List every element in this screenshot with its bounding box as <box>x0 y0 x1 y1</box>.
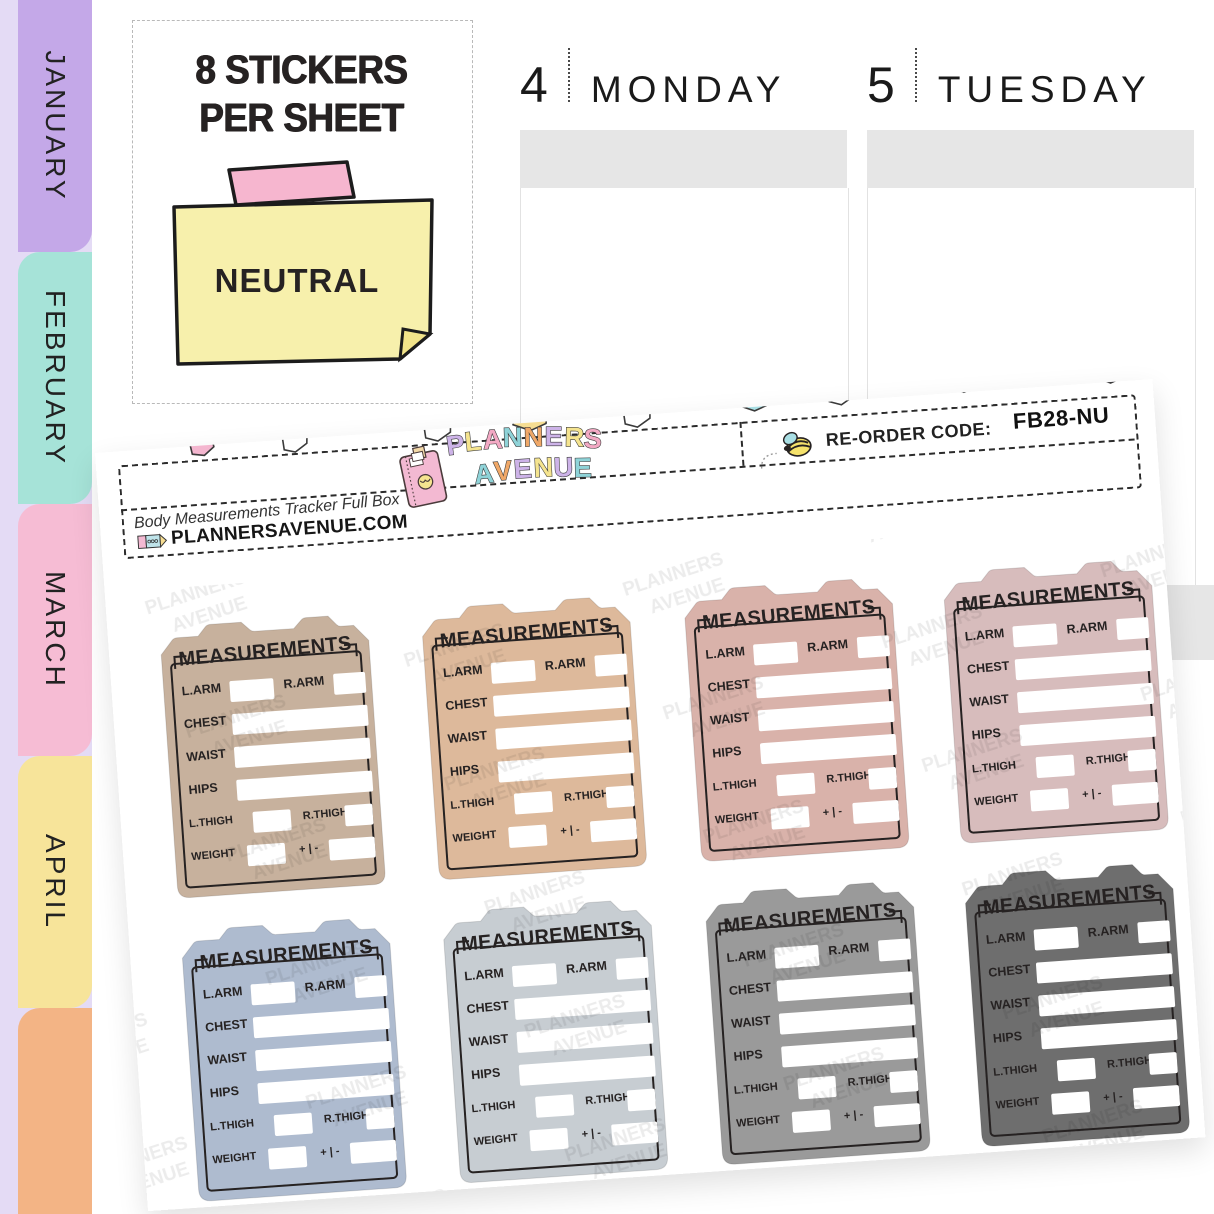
svg-text:HIPS: HIPS <box>992 1029 1022 1046</box>
svg-text:N: N <box>533 452 554 483</box>
svg-text:HIPS: HIPS <box>733 1047 763 1064</box>
svg-text:+ | -: + | - <box>560 824 581 838</box>
svg-text:E: E <box>513 453 533 484</box>
svg-text:U: U <box>553 452 574 483</box>
svg-text:+ | -: + | - <box>1103 1090 1124 1104</box>
svg-text:+ | -: + | - <box>843 1109 864 1123</box>
svg-text:+ | -: + | - <box>299 842 320 856</box>
svg-text:E: E <box>573 453 592 483</box>
svg-text:HIPS: HIPS <box>712 744 742 761</box>
svg-text:V: V <box>493 455 514 486</box>
svg-text:A: A <box>473 458 496 490</box>
svg-text:L: L <box>463 426 483 458</box>
svg-text:A: A <box>482 424 504 455</box>
svg-text:S: S <box>583 424 602 455</box>
svg-text:HIPS: HIPS <box>449 762 479 779</box>
svg-text:NEUTRAL: NEUTRAL <box>215 262 380 299</box>
svg-text:+ | -: + | - <box>581 1127 602 1141</box>
svg-text:HIPS: HIPS <box>471 1066 501 1083</box>
svg-text:HIPS: HIPS <box>209 1084 239 1101</box>
svg-text:+ | -: + | - <box>320 1145 341 1159</box>
svg-text:HIPS: HIPS <box>188 781 218 798</box>
svg-text:HIPS: HIPS <box>971 726 1001 743</box>
svg-text:R: R <box>564 422 584 452</box>
svg-text:E: E <box>545 422 563 452</box>
svg-text:N: N <box>502 422 523 453</box>
svg-text:N: N <box>523 422 543 452</box>
svg-text:+ | -: + | - <box>1082 787 1103 801</box>
svg-text:+ | -: + | - <box>822 805 843 819</box>
